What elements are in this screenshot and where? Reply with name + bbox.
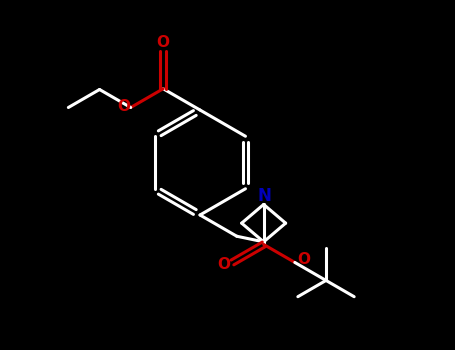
Text: N: N [258,188,272,205]
Text: O: O [157,35,170,50]
Text: O: O [297,252,310,267]
Text: O: O [217,258,230,272]
Text: O: O [118,99,131,114]
